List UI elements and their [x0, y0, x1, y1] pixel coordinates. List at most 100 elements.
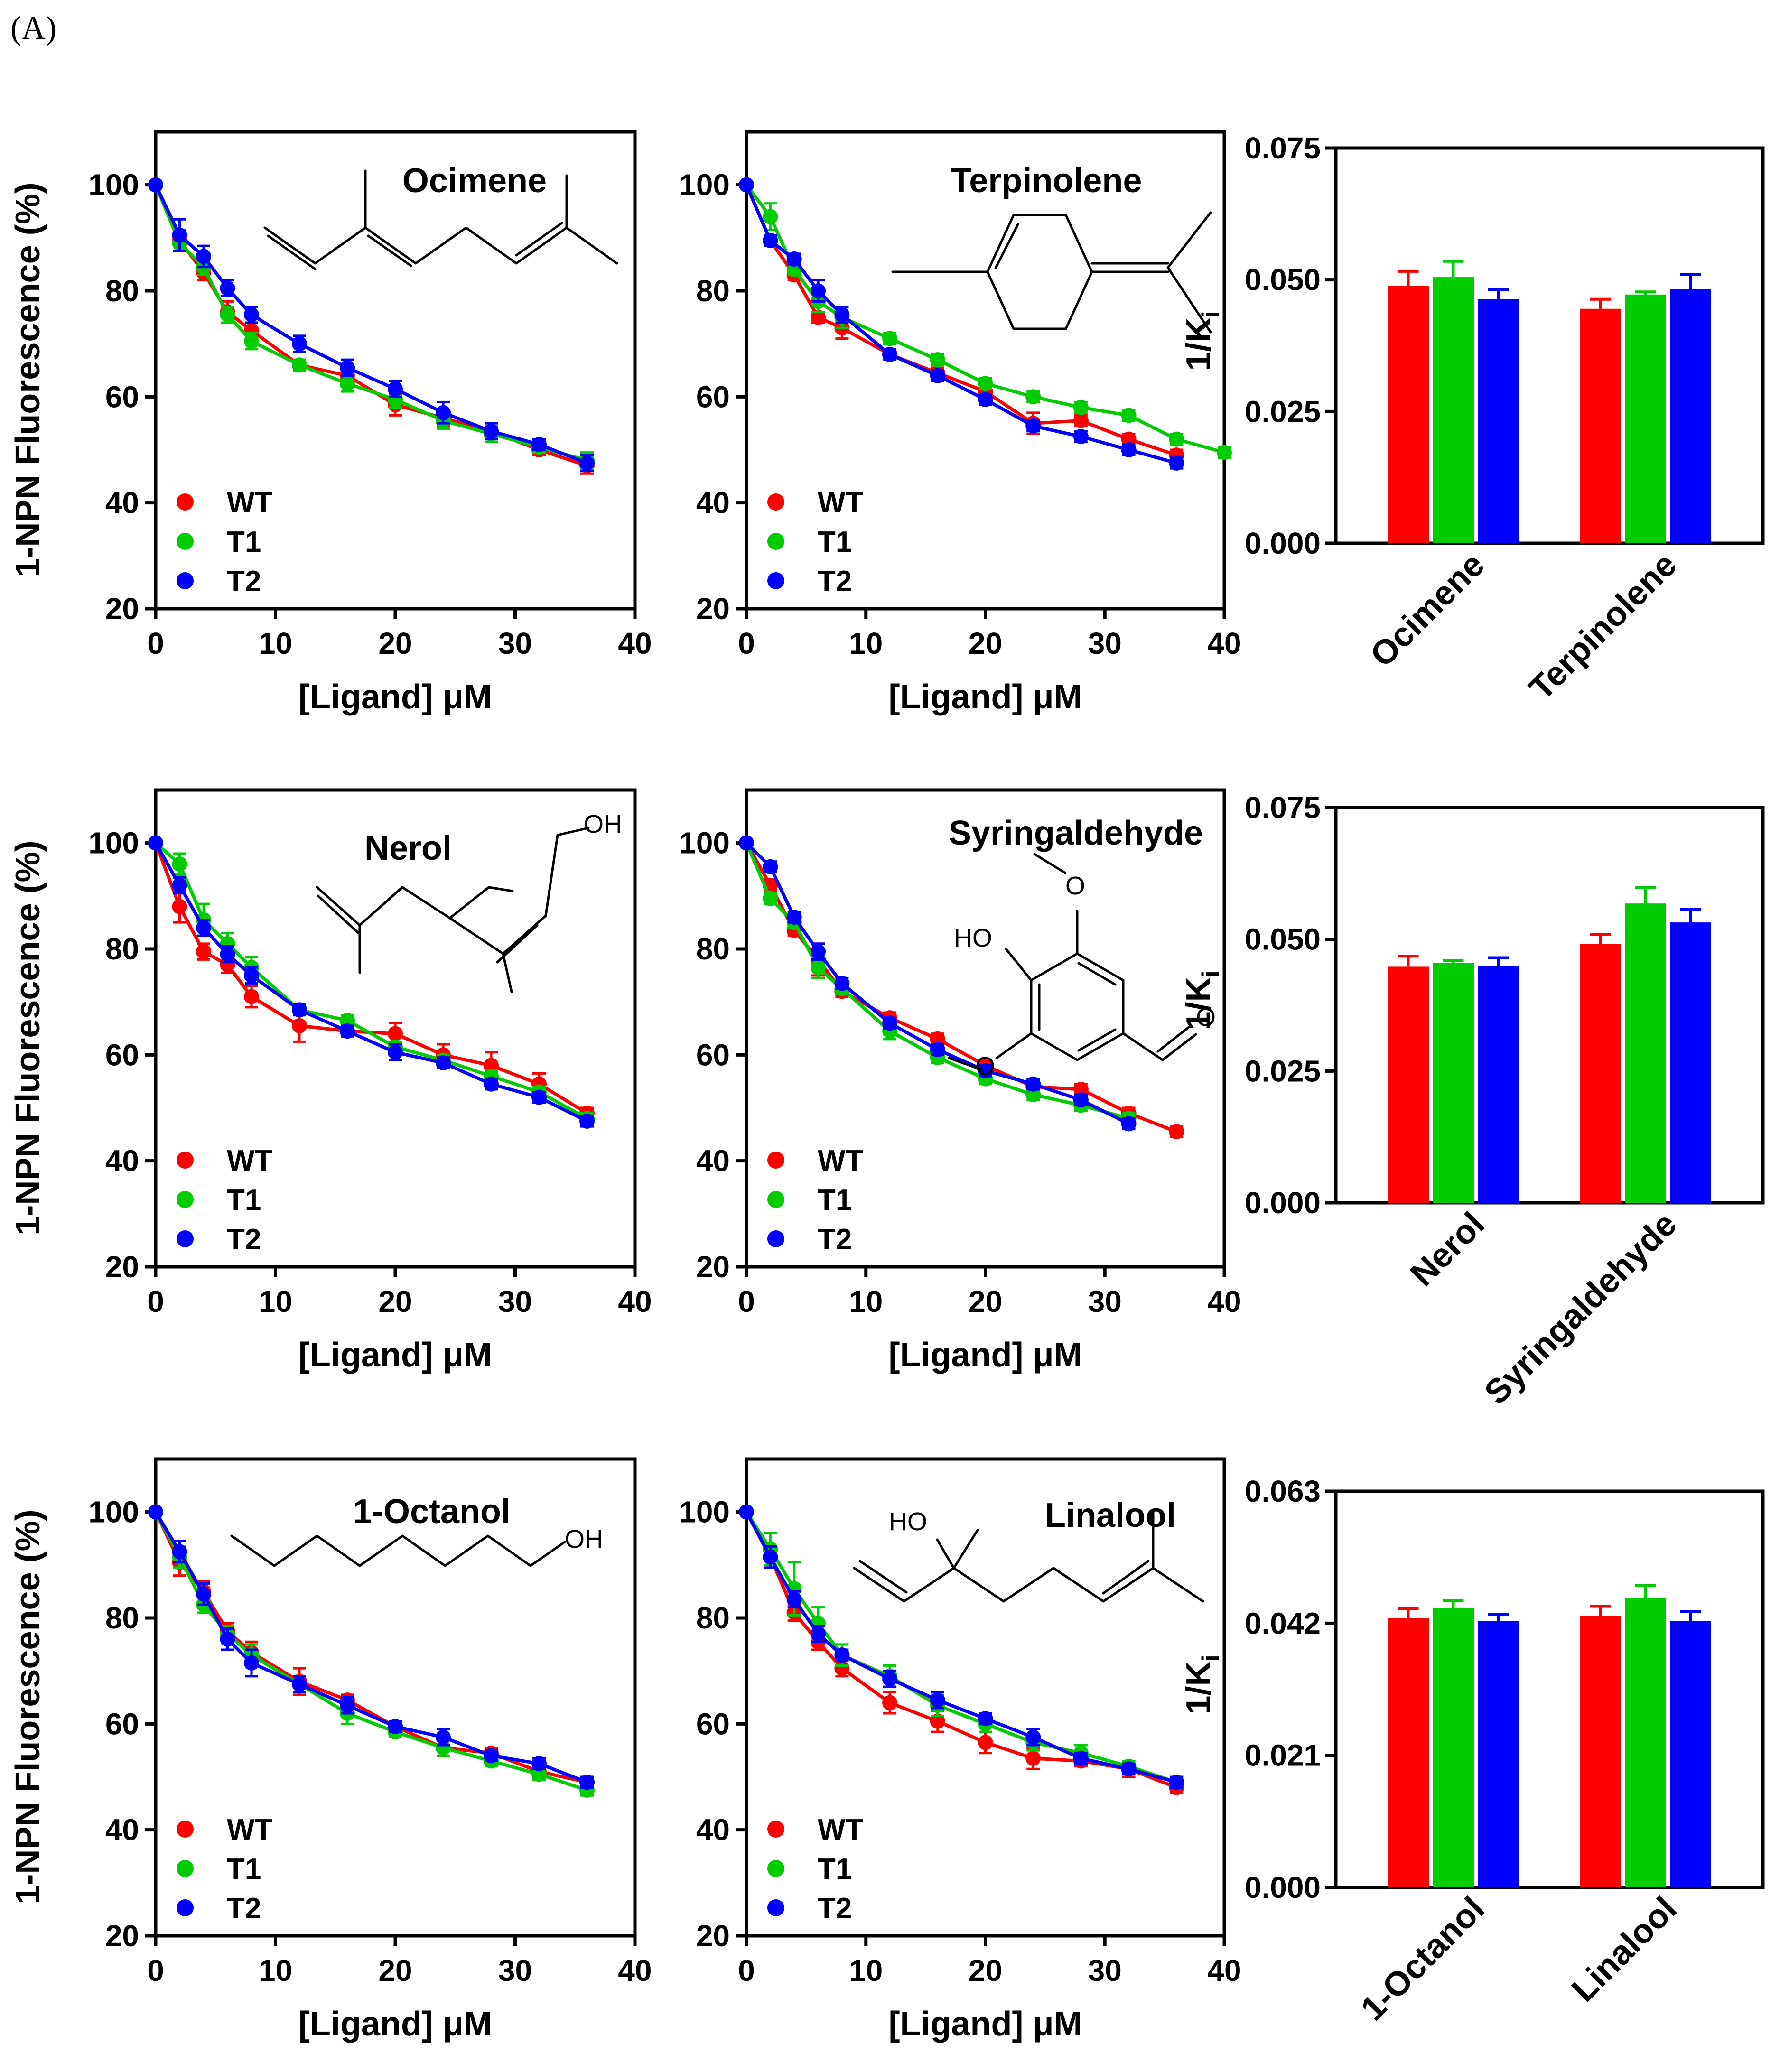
- x-tick-label: 0: [738, 1953, 755, 1988]
- bar-t2: [1670, 922, 1711, 1203]
- legend-label: T2: [227, 1892, 261, 1925]
- series-t2: [739, 1504, 1184, 1790]
- ligand-name: Nerol: [364, 829, 452, 867]
- data-point: [1073, 413, 1089, 428]
- data-point: [220, 1631, 235, 1647]
- data-point: [1169, 1124, 1184, 1140]
- series-t2: [148, 1504, 595, 1790]
- category-label: 1-Octanol: [1353, 1890, 1491, 2028]
- data-point: [292, 357, 307, 373]
- data-point: [811, 1626, 826, 1642]
- data-point: [244, 334, 259, 349]
- data-point: [834, 1647, 850, 1663]
- data-point: [172, 1544, 187, 1560]
- data-point: [811, 960, 826, 976]
- fit-line: [154, 842, 588, 1120]
- y-tick-label: 100: [679, 168, 730, 202]
- y-tick-label: 0.050: [1245, 263, 1321, 297]
- x-tick-label: 30: [498, 1953, 532, 1988]
- data-point: [340, 1013, 355, 1028]
- y-tick-label: 20: [105, 1919, 139, 1953]
- x-tick-label: 0: [147, 1284, 164, 1319]
- series-t1: [148, 177, 595, 470]
- data-point: [340, 360, 355, 375]
- legend-marker-t1: [177, 533, 194, 550]
- category-label: Linalool: [1565, 1890, 1684, 2009]
- legend-marker-t1: [767, 1860, 784, 1877]
- series-t1: [739, 1504, 1184, 1790]
- octanol-oh-label: OH: [565, 1525, 603, 1553]
- legend-marker-wt: [177, 493, 194, 511]
- y-axis-title: 1-NPN Fluorescence (%): [9, 1509, 47, 1904]
- bar-t2: [1478, 1621, 1519, 1887]
- data-point: [579, 455, 595, 471]
- y-tick-label: 60: [105, 1038, 139, 1072]
- x-tick-label: 40: [1207, 1953, 1241, 1988]
- legend: WT T1 T2: [177, 1813, 273, 1925]
- legend-label: T1: [818, 526, 852, 558]
- legend-marker-t1: [177, 1191, 194, 1208]
- data-point: [292, 1676, 307, 1692]
- fit-line: [154, 1511, 587, 1784]
- legend-marker-wt: [177, 1821, 194, 1838]
- legend-marker-t2: [767, 572, 784, 589]
- y-tick-label: 0.025: [1245, 394, 1321, 428]
- bar-wt: [1580, 944, 1621, 1203]
- bar-t1: [1433, 963, 1474, 1203]
- y-axis-title-main: 1/K: [1180, 1661, 1218, 1714]
- legend-marker-wt: [767, 493, 784, 511]
- bar-t1: [1625, 1598, 1666, 1887]
- x-tick-label: 10: [259, 626, 292, 660]
- y-tick-label: 20: [696, 1919, 730, 1953]
- y-tick-label: 0.000: [1245, 526, 1321, 560]
- data-point: [531, 1756, 547, 1772]
- x-tick-label: 10: [849, 1284, 883, 1319]
- syringaldehyde-o-label-1: O: [1065, 872, 1085, 900]
- data-point: [1025, 1087, 1041, 1103]
- data-point: [1121, 1116, 1137, 1132]
- y-axis-title-sub: i: [1197, 1655, 1224, 1662]
- legend-marker-t1: [177, 1860, 194, 1877]
- syringaldehyde-ho-label: HO: [954, 924, 992, 952]
- legend-marker-t1: [767, 533, 784, 550]
- y-tick-label: 20: [696, 1250, 730, 1284]
- data-point: [930, 1042, 945, 1058]
- y-tick-label: 40: [105, 486, 139, 520]
- series-wt: [739, 835, 1184, 1140]
- fit-line: [154, 184, 588, 467]
- bar-chart-3: 0.000 0.021 0.042 0.063 1/Ki 1-Octanol Linaloo…: [1180, 1474, 1765, 2028]
- x-tick-label: 20: [378, 626, 412, 660]
- series-t2: [148, 835, 595, 1129]
- data-point: [978, 1735, 993, 1750]
- x-tick-label: 40: [618, 1284, 652, 1319]
- series-t2: [739, 177, 1184, 471]
- series-wt: [739, 1504, 1184, 1795]
- data-point: [834, 307, 850, 323]
- data-point: [220, 280, 235, 296]
- x-tick-label: 40: [1207, 626, 1241, 660]
- category-label: Terpinolene: [1522, 546, 1684, 707]
- data-point: [1025, 1076, 1041, 1092]
- x-tick-label: 10: [849, 1953, 883, 1988]
- plot-frame: [1334, 806, 1765, 1205]
- legend: WT T1 T2: [767, 486, 864, 598]
- data-point: [1217, 445, 1232, 460]
- data-point: [579, 1775, 595, 1790]
- data-point: [1073, 1081, 1089, 1097]
- series-wt: [148, 1504, 595, 1790]
- x-axis-title: [Ligand] μM: [889, 1336, 1082, 1374]
- data-point: [930, 1692, 945, 1708]
- legend-label: WT: [227, 1144, 273, 1177]
- legend-marker-t2: [767, 1230, 784, 1247]
- x-tick-label: 10: [259, 1284, 292, 1319]
- bar-t2: [1478, 299, 1519, 543]
- data-point: [882, 347, 898, 362]
- legend-label: WT: [227, 1813, 273, 1846]
- y-tick-label: 80: [696, 932, 730, 966]
- y-tick-label: 0.000: [1245, 1186, 1321, 1220]
- y-axis-title: 1/Ki: [1180, 311, 1224, 371]
- data-point: [196, 1586, 211, 1602]
- data-point: [531, 437, 547, 452]
- fit-line: [154, 1511, 588, 1784]
- y-tick-label: 40: [105, 1144, 139, 1178]
